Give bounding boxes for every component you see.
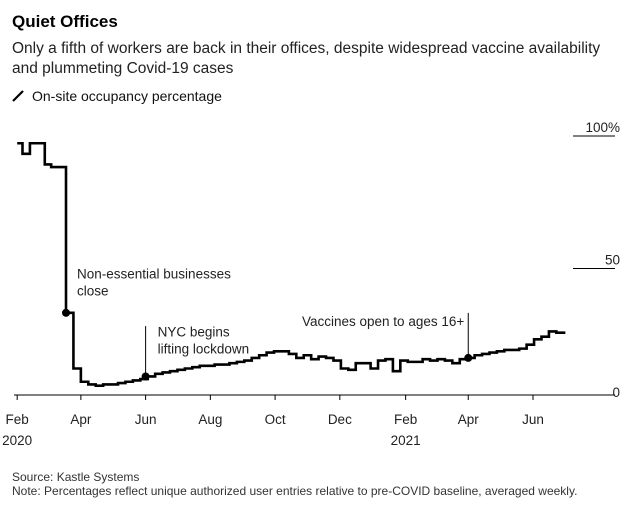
x-tick-year-label: 2020 bbox=[2, 433, 32, 448]
x-tick-label: Jun bbox=[135, 412, 157, 427]
x-tick-label: Feb bbox=[394, 412, 417, 427]
source-note: Source: Kastle Systems bbox=[12, 470, 140, 484]
method-note: Note: Percentages reflect unique authori… bbox=[12, 484, 578, 498]
x-tick-label: Aug bbox=[198, 412, 222, 427]
x-tick-year-label: 2021 bbox=[391, 433, 421, 448]
y-tick-label: 100% bbox=[585, 120, 620, 135]
diagonal-line-icon bbox=[12, 90, 24, 102]
annotation-label: NYC begins bbox=[158, 325, 230, 340]
annotation-marker bbox=[62, 308, 71, 317]
x-tick-label: Apr bbox=[70, 412, 92, 427]
y-tick-label: 50 bbox=[605, 253, 620, 268]
chart-footer: Source: Kastle Systems Note: Percentages… bbox=[12, 470, 627, 498]
chart-title: Quiet Offices bbox=[12, 12, 118, 31]
x-tick-label: Dec bbox=[328, 412, 352, 427]
x-tick-label: Jun bbox=[522, 412, 544, 427]
legend-label: On-site occupancy percentage bbox=[32, 88, 222, 104]
chart-subtitle: Only a fifth of workers are back in thei… bbox=[12, 40, 601, 77]
y-tick-label: 0 bbox=[612, 385, 620, 400]
x-tick-label: Oct bbox=[265, 412, 286, 427]
annotation-label: Vaccines open to ages 16+ bbox=[302, 314, 464, 329]
x-tick-label: Apr bbox=[458, 412, 480, 427]
annotation-marker bbox=[464, 353, 473, 362]
x-tick-label: Feb bbox=[6, 412, 29, 427]
annotation-label: close bbox=[77, 283, 109, 298]
annotation-label: Non-essential businesses bbox=[77, 266, 231, 281]
chart-legend: On-site occupancy percentage bbox=[12, 88, 222, 104]
annotation-label: lifting lockdown bbox=[158, 342, 250, 357]
line-chart: Feb 2020 Apr Jun Aug Oct Dec Feb 2021 Apr Jun 0 50 10… bbox=[2, 120, 620, 448]
occupancy-series-line bbox=[17, 141, 566, 388]
annotation-marker bbox=[141, 372, 150, 381]
